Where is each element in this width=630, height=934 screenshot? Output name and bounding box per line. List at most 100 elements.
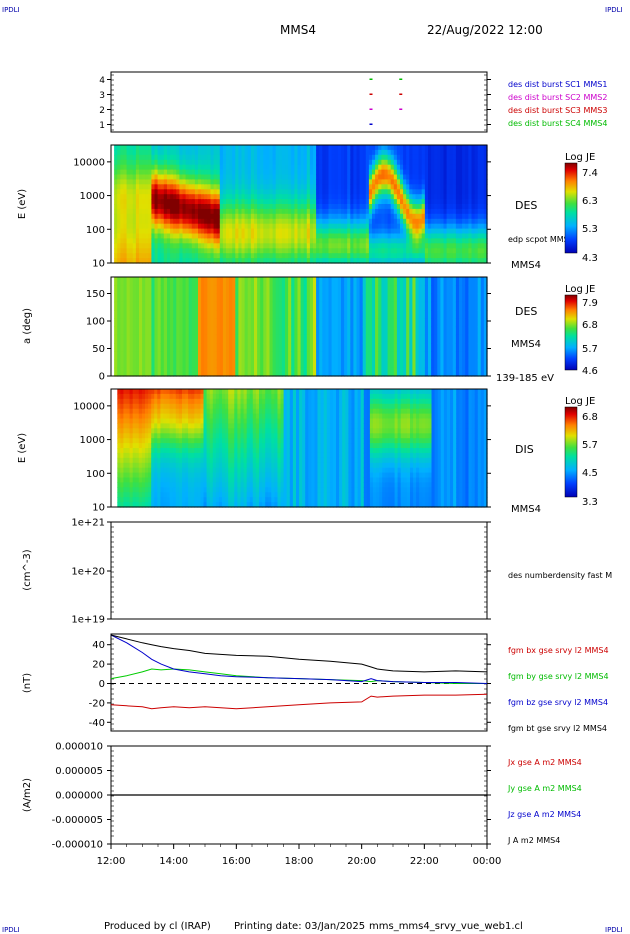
spectrogram-cell (421, 154, 426, 161)
spectrogram-cell (250, 189, 255, 195)
spectrogram-cell (213, 145, 218, 151)
spectrogram-cell (288, 359, 292, 369)
spectrogram-cell (226, 145, 230, 151)
spectrogram-cell (384, 326, 389, 336)
spectrogram-cell (412, 343, 417, 352)
spectrogram-cell (365, 189, 370, 195)
spectrogram-cell (303, 318, 308, 328)
spectrogram-cell (132, 487, 137, 493)
spectrogram-cell (409, 285, 413, 295)
spectrogram-cell (145, 462, 149, 469)
spectrogram-cell (148, 164, 152, 171)
spectrogram-cell (179, 318, 184, 328)
spectrogram-cell (331, 318, 336, 328)
spectrogram-cell (452, 334, 457, 344)
spectrogram-cell (163, 253, 168, 259)
spectrogram-cell (421, 326, 426, 336)
spectrogram-cell (319, 277, 323, 286)
y-tick-label: 10 (92, 259, 105, 270)
spectrogram-cell (309, 258, 314, 264)
spectrogram-cell (356, 159, 361, 166)
spectrogram-cell (390, 285, 395, 295)
spectrogram-cell (238, 343, 243, 352)
spectrogram-cell (319, 367, 323, 377)
spectrogram-cell (117, 194, 121, 200)
spectrogram-cell (294, 228, 299, 235)
spectrogram-cell (129, 301, 134, 311)
spectrogram-cell (191, 318, 196, 328)
spectrogram-cell (151, 351, 156, 361)
spectrogram-cell (142, 238, 146, 244)
spectrogram-cell (375, 164, 379, 171)
spectrogram-cell (415, 301, 420, 311)
spectrogram-cell (344, 343, 348, 352)
spectrogram-cell (362, 258, 367, 264)
spectrogram-cell (431, 159, 435, 166)
spectrogram-cell (126, 433, 131, 439)
spectrogram-cell (219, 204, 224, 210)
spectrogram-cell (126, 318, 131, 328)
spectrogram-cell (393, 154, 398, 161)
spectrogram-cell (210, 343, 215, 352)
spectrogram-cell (309, 334, 314, 344)
spectrogram-cell (368, 189, 373, 195)
spectrogram-cell (167, 310, 171, 319)
spectrogram-cell (170, 334, 174, 344)
spectrogram-cell (390, 228, 395, 235)
spectrogram-cell (437, 184, 441, 190)
spectrogram-cell (126, 462, 131, 469)
spectrogram-cell (443, 194, 448, 200)
spectrogram-cell (356, 243, 361, 249)
spectrogram-cell (238, 199, 243, 205)
spectrogram-cell (285, 179, 289, 185)
spectrogram-cell (232, 293, 236, 303)
spectrogram-cell (175, 428, 180, 434)
spectrogram-cell (232, 204, 236, 210)
spectrogram-cell (434, 164, 438, 171)
spectrogram-cell (381, 228, 386, 235)
spectrogram-cell (319, 293, 323, 303)
spectrogram-cell (135, 334, 140, 344)
spectrogram-cell (207, 233, 211, 239)
spectrogram-cell (201, 233, 205, 239)
spectrogram-cell (449, 223, 454, 230)
spectrogram-cell (313, 334, 317, 344)
spectrogram-cell (362, 367, 367, 377)
spectrogram-cell (139, 184, 143, 190)
spectrogram-cell (452, 258, 457, 264)
spectrogram-cell (219, 213, 224, 220)
legend-entry: des dist burst SC2 MMS2 (508, 93, 607, 102)
spectrogram-cell (303, 343, 308, 352)
spectrogram-cell (254, 351, 258, 361)
spectrogram-cell (424, 223, 429, 230)
spectrogram-cell (250, 154, 255, 161)
spectrogram-cell (468, 310, 473, 319)
spectrogram-cell (431, 208, 435, 215)
spectrogram-cell (222, 293, 227, 303)
spectrogram-cell (173, 204, 177, 210)
spectrogram-cell (412, 204, 417, 210)
spectrogram-cell (381, 233, 386, 239)
spectrogram-cell (477, 258, 482, 264)
spectrogram-cell (207, 164, 211, 171)
spectrogram-cell (145, 149, 149, 156)
spectrogram-cell (322, 145, 326, 151)
spectrogram-cell (198, 174, 202, 180)
spectrogram-cell (353, 258, 358, 264)
spectrogram-cell (278, 223, 283, 230)
spectrogram-cell (123, 428, 128, 434)
spectrogram-cell (163, 179, 168, 185)
spectrogram-cell (120, 452, 124, 459)
spectrogram-cell (175, 448, 180, 454)
spectrogram-cell (306, 223, 311, 230)
spectrogram-cell (185, 403, 189, 410)
spectrogram-cell (378, 145, 382, 151)
spectrogram-cell (372, 359, 376, 369)
spectrogram-cell (288, 233, 292, 239)
spectrogram-cell (120, 213, 124, 220)
spectrogram-cell (434, 285, 438, 295)
spectrogram-cell (365, 199, 370, 205)
spectrogram-cell (477, 213, 482, 220)
spectrogram-cell (148, 301, 152, 311)
spectrogram-cell (337, 154, 342, 161)
